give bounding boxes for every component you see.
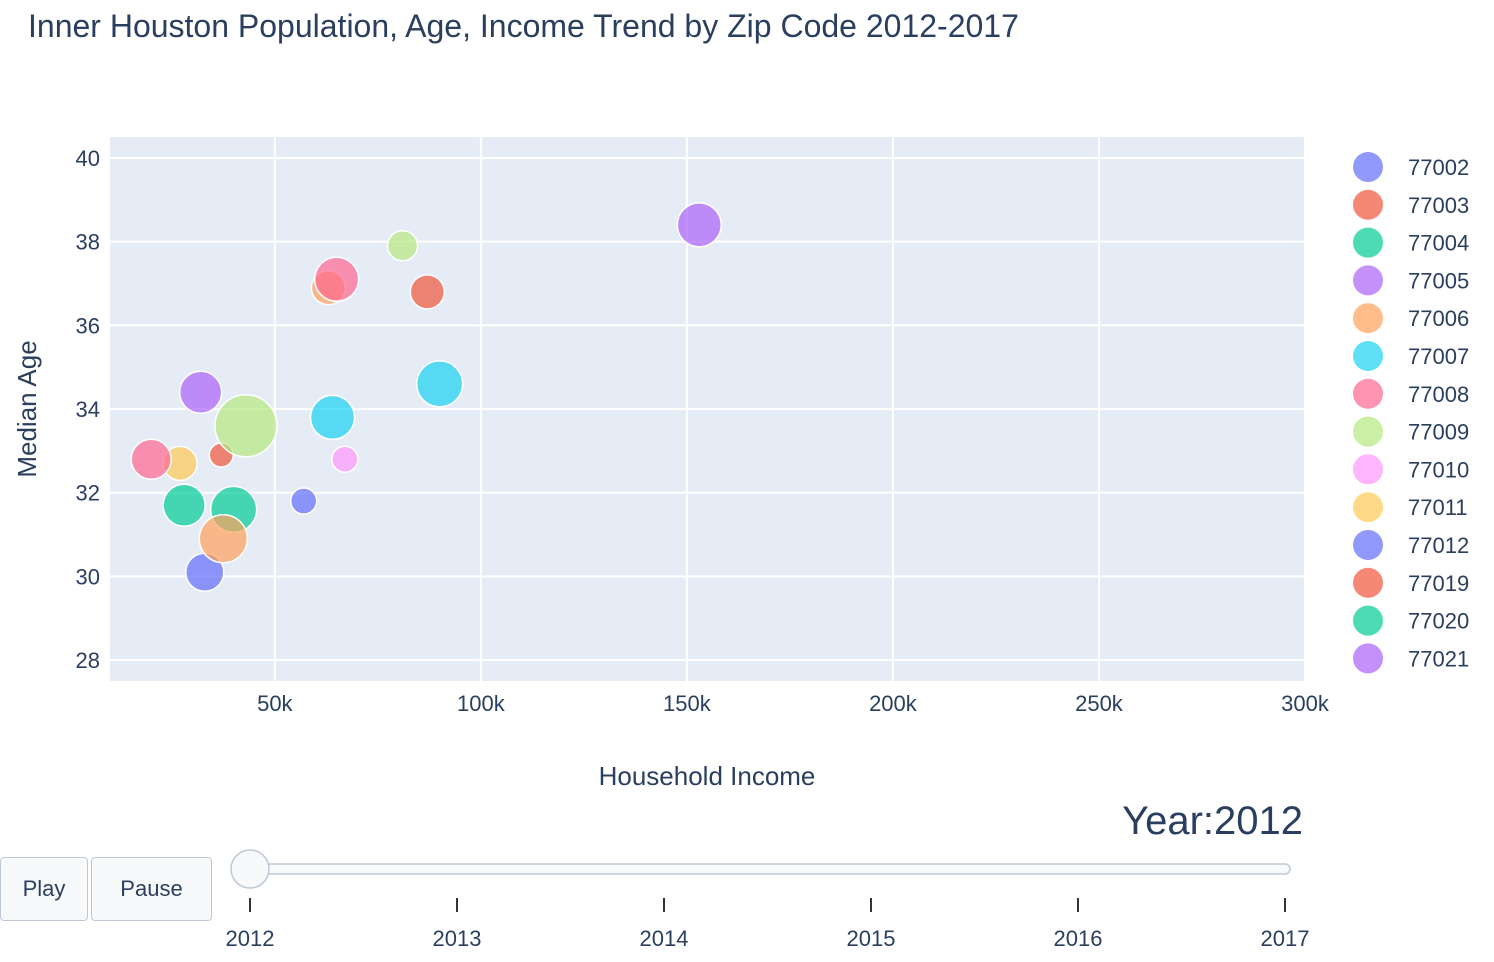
bubble-77019[interactable] [409, 274, 446, 310]
y-axis-title: Median Age [12, 340, 42, 477]
bubble-77002[interactable] [289, 487, 318, 515]
legend-item-77010[interactable]: 77010 [1353, 454, 1469, 485]
slider-steps[interactable]: 2012 2013 2014 2015 2016 2017 [226, 898, 1310, 951]
slider-step-2012[interactable]: 2012 [226, 926, 275, 951]
y-tick-label: 30 [76, 564, 100, 589]
legend-marker [1353, 530, 1383, 560]
slider-step-2013[interactable]: 2013 [433, 926, 482, 951]
legend-marker [1353, 605, 1383, 636]
legend-marker [1353, 567, 1383, 598]
current-year-label: Year:2012 [1122, 799, 1303, 843]
x-axis-title: Household Income [599, 761, 816, 791]
legend-item-77019[interactable]: 77019 [1353, 567, 1469, 598]
legend-marker [1353, 265, 1383, 296]
y-tick-labels: 28 30 32 34 36 38 40 [76, 146, 100, 673]
y-tick-label: 28 [76, 648, 100, 673]
bubble-77005[interactable] [676, 202, 723, 248]
y-tick-label: 32 [76, 481, 100, 506]
legend-label: 77020 [1408, 609, 1469, 634]
legend-marker [1353, 189, 1383, 220]
legend-marker [1353, 492, 1383, 523]
legend-label: 77002 [1408, 155, 1469, 180]
legend-marker [1353, 227, 1383, 258]
legend-marker [1353, 454, 1383, 485]
y-tick-label: 40 [76, 146, 100, 171]
legend-item-77002[interactable]: 77002 [1353, 152, 1469, 182]
legend-marker [1353, 378, 1383, 409]
slider-rail[interactable] [249, 863, 1291, 875]
slider-step-2016[interactable]: 2016 [1054, 926, 1103, 951]
legend-marker [1353, 341, 1383, 371]
legend-label: 77004 [1408, 231, 1469, 256]
legend-item-77007[interactable]: 77007 [1353, 341, 1469, 371]
x-tick-label: 250k [1075, 691, 1124, 716]
legend-label: 77019 [1408, 571, 1469, 596]
legend-label: 77012 [1408, 533, 1469, 558]
bubble-77008[interactable] [313, 256, 360, 303]
y-tick-label: 34 [76, 397, 100, 422]
legend-item-77006[interactable]: 77006 [1353, 303, 1469, 334]
x-tick-label: 150k [663, 691, 712, 716]
y-tick-label: 38 [76, 230, 100, 255]
legend-item-77004[interactable]: 77004 [1353, 227, 1469, 258]
legend-item-77020[interactable]: 77020 [1353, 605, 1469, 636]
x-tick-label: 50k [257, 691, 293, 716]
legend-marker [1353, 416, 1383, 447]
legend-item-77009[interactable]: 77009 [1353, 416, 1469, 447]
bubble-77009[interactable] [386, 230, 419, 262]
bubble-77008[interactable] [130, 438, 172, 480]
legend-label: 77008 [1408, 382, 1469, 407]
legend-label: 77021 [1408, 646, 1469, 671]
slider-step-2014[interactable]: 2014 [640, 926, 689, 951]
year-slider[interactable]: Year:2012 2012 2013 2014 2015 2016 2017 [226, 799, 1310, 951]
data-points [130, 202, 723, 592]
legend-label: 77005 [1408, 268, 1469, 293]
legend-item-77012[interactable]: 77012 [1353, 530, 1469, 560]
play-button[interactable]: Play [0, 857, 88, 921]
chart-title: Inner Houston Population, Age, Income Tr… [28, 8, 1019, 44]
legend-label: 77010 [1408, 457, 1469, 482]
slider-step-2015[interactable]: 2015 [847, 926, 896, 951]
bubble-77006[interactable] [198, 513, 249, 564]
bubble-77004[interactable] [162, 483, 206, 527]
legend[interactable]: 77002 77003 77004 77005 77006 77007 77008 77009… [1353, 152, 1469, 674]
legend-marker [1353, 643, 1383, 674]
bubble-77010[interactable] [331, 445, 359, 473]
legend-label: 77006 [1408, 306, 1469, 331]
bubble-77009[interactable] [214, 393, 278, 458]
bubble-77021[interactable] [178, 370, 223, 415]
slider-handle[interactable] [230, 849, 270, 889]
x-tick-labels: 50k 100k 150k 200k 250k 300k [257, 691, 1330, 716]
x-tick-label: 300k [1281, 691, 1330, 716]
bubble-77007[interactable] [415, 360, 464, 408]
slider-step-2017[interactable]: 2017 [1261, 926, 1310, 951]
bubble-77007[interactable] [309, 394, 356, 441]
x-tick-label: 200k [869, 691, 918, 716]
legend-marker [1353, 152, 1383, 182]
legend-label: 77009 [1408, 420, 1469, 445]
legend-item-77021[interactable]: 77021 [1353, 643, 1469, 674]
legend-item-77011[interactable]: 77011 [1353, 492, 1468, 523]
legend-marker [1353, 303, 1383, 334]
legend-item-77003[interactable]: 77003 [1353, 189, 1469, 220]
pause-button[interactable]: Pause [91, 857, 212, 921]
legend-item-77005[interactable]: 77005 [1353, 265, 1469, 296]
legend-label: 77011 [1408, 495, 1468, 520]
legend-label: 77003 [1408, 193, 1469, 218]
x-tick-label: 100k [457, 691, 506, 716]
legend-item-77008[interactable]: 77008 [1353, 378, 1469, 409]
legend-label: 77007 [1408, 344, 1469, 369]
y-tick-label: 36 [76, 313, 100, 338]
